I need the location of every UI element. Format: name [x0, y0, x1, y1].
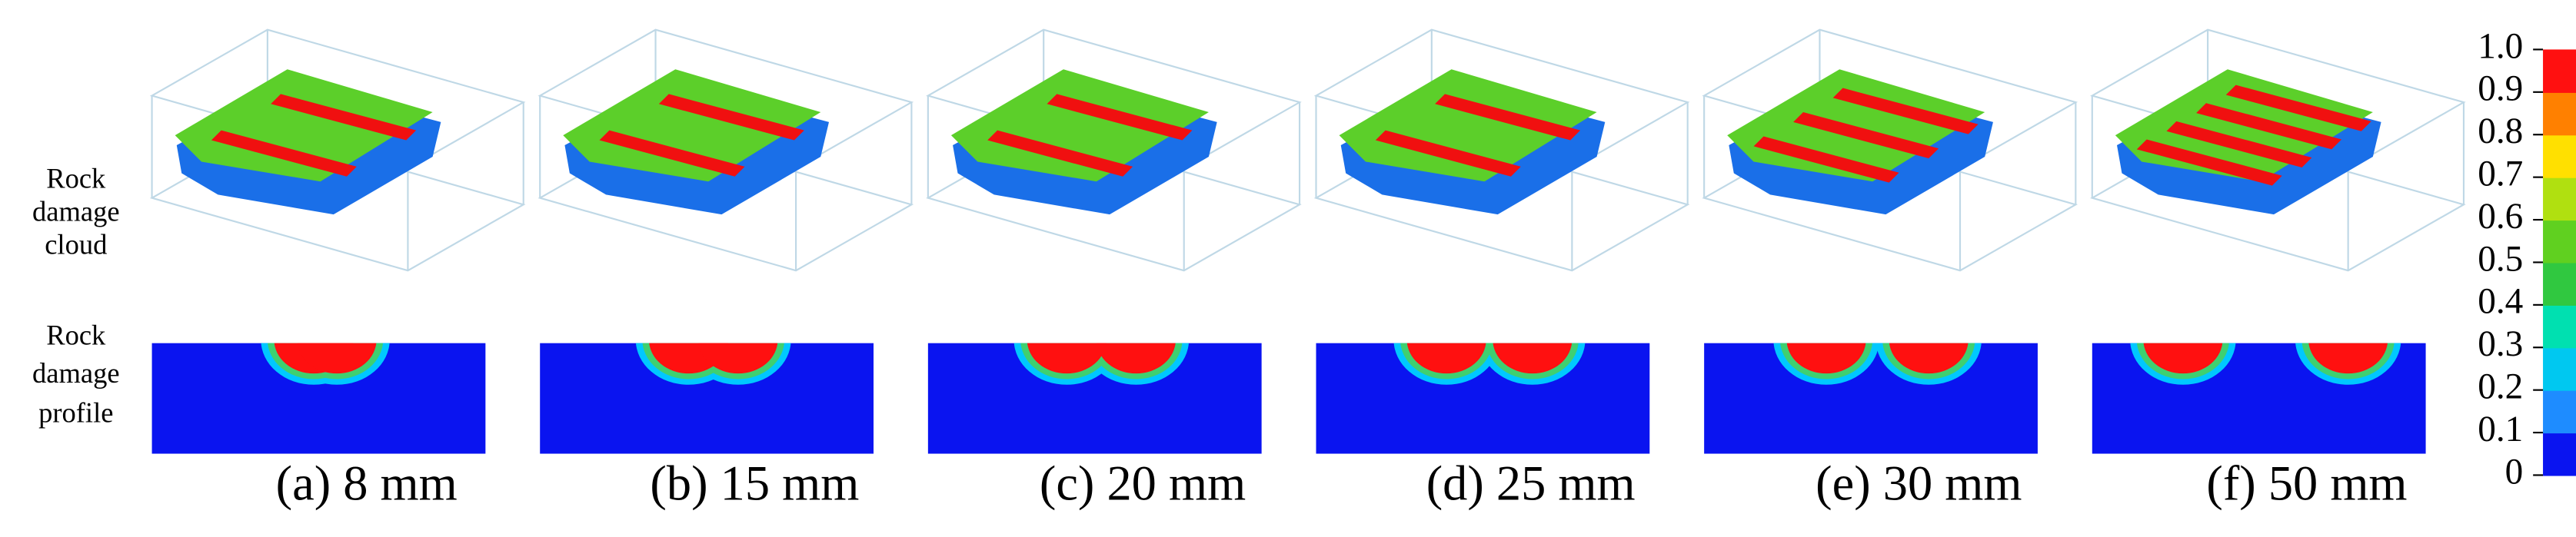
colorbar-label: 0.3	[2478, 324, 2523, 364]
row-label: profile	[38, 397, 113, 429]
cloud-surface	[950, 69, 1209, 182]
cloud-groove	[599, 130, 745, 177]
row-label: damage	[32, 357, 119, 389]
panel-caption: (d) 25 mm	[1426, 456, 1636, 510]
panel	[537, 28, 914, 454]
colorbar-label: 1.0	[2478, 26, 2523, 66]
cloud-groove	[1753, 136, 1899, 183]
colorbar-band	[2543, 49, 2576, 93]
profile-damage	[635, 343, 791, 385]
profile-damage	[1393, 343, 1586, 385]
colorbar-label: 0.2	[2478, 367, 2523, 407]
row-label: damage	[32, 196, 119, 227]
colorbar-label: 0	[2505, 452, 2524, 492]
row-label: Rock	[46, 320, 106, 351]
cloud-groove	[2196, 103, 2342, 150]
cloud-groove	[1047, 94, 1193, 141]
cloud-surface	[1339, 69, 1597, 182]
colorbar-label: 0.1	[2478, 409, 2523, 449]
profile-damage	[2130, 343, 2401, 385]
profile-zone	[2143, 343, 2223, 374]
cloud-groove	[1435, 94, 1581, 141]
colorbar-band	[2543, 262, 2576, 306]
colorbar-band	[2543, 91, 2576, 136]
cloud-groove	[1375, 130, 1521, 177]
cloud-surface	[563, 69, 821, 182]
profile-damage	[1773, 343, 1982, 385]
profile-damage	[1013, 343, 1189, 385]
panel-caption: (e) 30 mm	[1816, 456, 2022, 510]
colorbar-label: 0.4	[2478, 282, 2523, 322]
profile-zone	[1493, 343, 1573, 374]
colorbar-label: 0.9	[2478, 69, 2523, 109]
cloud-groove	[1793, 112, 1939, 159]
profile-zone	[1097, 343, 1176, 374]
colorbar-band	[2543, 220, 2576, 264]
cloud-groove	[271, 94, 417, 141]
cloud-groove	[1832, 88, 1979, 134]
profile-zone	[297, 343, 377, 374]
colorbar-band	[2543, 347, 2576, 391]
panel-caption: (b) 15 mm	[650, 456, 859, 510]
panel	[2090, 28, 2466, 454]
cloud-groove	[987, 130, 1133, 177]
colorbar-band	[2543, 177, 2576, 221]
profile-zone	[1406, 343, 1486, 374]
panel-caption: (a) 8 mm	[276, 456, 458, 510]
cloud-groove	[2225, 85, 2371, 131]
profile-damage	[261, 343, 390, 385]
panel	[149, 28, 526, 454]
colorbar-label: 0.6	[2478, 197, 2523, 237]
profile-zone	[698, 343, 778, 374]
colorbar-band	[2543, 433, 2576, 476]
profile-zone	[2308, 343, 2388, 374]
panel	[1313, 28, 1690, 454]
profile-zone	[1889, 343, 1969, 374]
colorbar-label: 0.7	[2478, 154, 2523, 194]
panel-caption: (c) 20 mm	[1040, 456, 1246, 510]
panel-caption: (f) 50 mm	[2206, 456, 2407, 510]
panel	[926, 28, 1302, 454]
profile-zone	[1027, 343, 1107, 374]
cloud-surface	[175, 69, 433, 182]
cloud-groove	[2136, 139, 2282, 186]
colorbar-band	[2543, 304, 2576, 349]
cloud-groove	[658, 94, 804, 141]
colorbar-band	[2543, 134, 2576, 178]
cloud-groove	[211, 130, 357, 177]
profile-zone	[1786, 343, 1866, 374]
row-label: cloud	[45, 228, 107, 260]
panel	[1702, 28, 2078, 454]
colorbar-label: 0.8	[2478, 111, 2523, 151]
row-label: Rock	[46, 163, 106, 194]
colorbar-band	[2543, 389, 2576, 434]
colorbar-label: 0.5	[2478, 239, 2523, 279]
cloud-groove	[2166, 121, 2312, 167]
